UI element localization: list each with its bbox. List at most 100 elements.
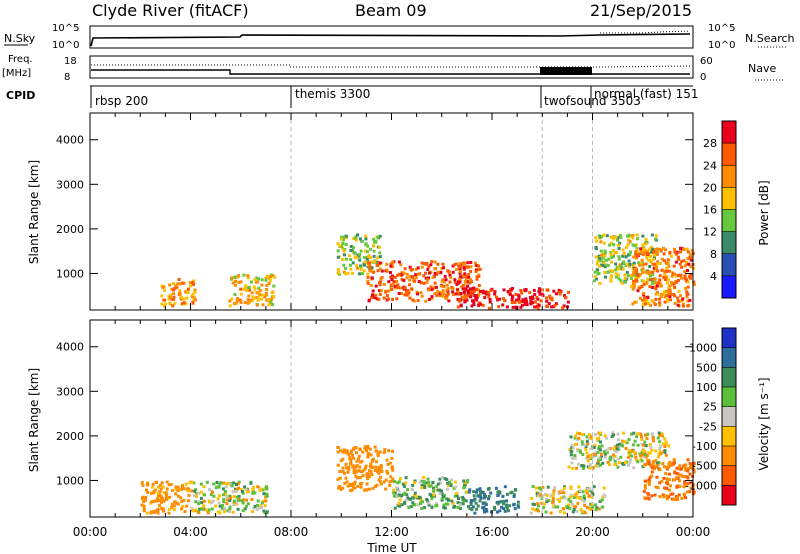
data-cell xyxy=(415,290,419,294)
data-cell xyxy=(626,234,629,238)
data-cell xyxy=(512,495,516,498)
data-cell xyxy=(478,267,482,271)
data-cell xyxy=(237,274,240,278)
data-cell xyxy=(631,267,635,271)
data-cell xyxy=(677,273,680,277)
data-cell xyxy=(173,508,176,512)
data-cell xyxy=(689,265,693,269)
data-cell xyxy=(218,504,222,508)
data-cell xyxy=(154,481,158,484)
data-cell xyxy=(535,486,538,490)
data-cell xyxy=(595,239,599,243)
data-cell xyxy=(673,272,677,276)
data-cell xyxy=(665,266,669,270)
data-cell xyxy=(583,443,587,447)
data-cell xyxy=(364,466,368,470)
data-cell xyxy=(617,267,621,271)
data-cell xyxy=(389,276,393,280)
data-cell xyxy=(568,506,572,510)
data-cell xyxy=(593,275,597,279)
data-cell xyxy=(354,238,358,242)
data-cell xyxy=(663,449,667,453)
data-cell xyxy=(453,480,457,484)
cbar-swatch xyxy=(722,121,736,144)
data-cell xyxy=(617,447,621,451)
data-cell xyxy=(456,501,460,505)
data-cell xyxy=(602,233,606,237)
data-cell xyxy=(465,490,469,494)
data-cell xyxy=(604,455,607,459)
data-cell xyxy=(182,498,186,502)
data-cell xyxy=(447,299,451,303)
data-cell xyxy=(336,450,340,454)
data-cell xyxy=(574,505,578,509)
data-cell xyxy=(432,489,436,493)
data-cell xyxy=(392,280,396,284)
data-cell xyxy=(174,284,178,288)
data-cell xyxy=(357,476,361,480)
data-cell xyxy=(667,478,671,482)
data-cell xyxy=(255,280,259,284)
data-cell xyxy=(265,274,269,278)
data-cell xyxy=(149,491,153,495)
data-cell xyxy=(678,473,682,477)
data-cell xyxy=(525,303,529,307)
data-cell xyxy=(680,265,684,269)
data-cell xyxy=(223,506,227,510)
data-cell xyxy=(438,492,442,495)
data-cell xyxy=(633,244,637,248)
data-cell xyxy=(445,288,449,292)
data-cell xyxy=(652,253,656,257)
data-cell xyxy=(271,303,275,307)
data-cell xyxy=(685,293,689,296)
data-cell xyxy=(667,488,671,492)
data-cell xyxy=(424,271,427,275)
data-cell xyxy=(182,297,186,301)
cpid-segment-label: normal (fast) 151 xyxy=(594,87,698,101)
data-cell xyxy=(355,459,359,463)
data-cell xyxy=(194,488,198,492)
data-cell xyxy=(398,504,402,508)
data-cell xyxy=(398,498,402,502)
data-cell xyxy=(360,459,364,463)
data-cell xyxy=(217,501,221,505)
data-cell xyxy=(219,481,223,485)
data-cell xyxy=(538,292,542,296)
data-cell xyxy=(643,479,647,483)
data-cell xyxy=(496,494,500,497)
data-cell xyxy=(440,291,444,294)
nsky-tick-top: 10^5 xyxy=(52,23,79,34)
data-cell xyxy=(368,261,371,265)
data-cell xyxy=(677,493,681,497)
data-cell xyxy=(548,294,552,298)
data-cell xyxy=(676,495,680,499)
data-cell xyxy=(605,234,609,238)
data-cell xyxy=(444,278,448,282)
data-cell xyxy=(442,280,446,284)
data-cell xyxy=(686,256,690,260)
data-cell xyxy=(669,292,673,296)
data-cell xyxy=(554,302,558,306)
x-axis-title: Time UT xyxy=(366,541,417,554)
data-cell xyxy=(387,449,391,453)
data-cell xyxy=(636,237,640,241)
data-cell xyxy=(467,505,470,509)
data-cell xyxy=(671,492,675,496)
data-cell xyxy=(594,255,598,259)
data-cell xyxy=(243,485,247,489)
data-cell xyxy=(692,468,696,472)
data-cell xyxy=(408,278,412,282)
data-cell xyxy=(614,235,618,239)
data-cell xyxy=(366,282,370,285)
data-cell xyxy=(475,277,479,281)
data-cell xyxy=(249,280,253,284)
data-cell xyxy=(162,499,166,503)
data-cell xyxy=(578,497,582,500)
data-cell xyxy=(673,285,677,289)
data-cell xyxy=(625,262,629,266)
data-cell xyxy=(456,305,460,309)
data-cell xyxy=(250,291,254,295)
data-cell xyxy=(627,451,631,455)
data-cell xyxy=(172,288,175,292)
